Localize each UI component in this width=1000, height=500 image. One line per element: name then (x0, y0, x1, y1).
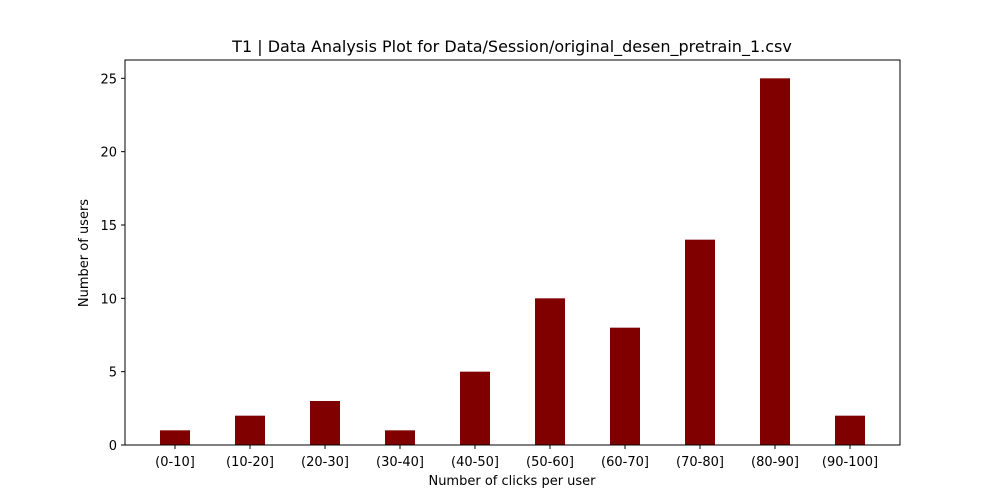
x-tick-label-5: (50-60] (526, 455, 574, 470)
y-tick-label-3: 15 (100, 219, 117, 234)
y-tick-label-0: 0 (109, 439, 117, 454)
bars-group (160, 78, 865, 445)
x-tick-label-0: (0-10] (155, 455, 195, 470)
bar-0 (160, 430, 190, 445)
y-tick-label-5: 25 (100, 72, 117, 87)
bar-5 (535, 298, 565, 445)
bar-7 (685, 239, 715, 445)
x-tick-label-2: (20-30] (301, 455, 349, 470)
y-tick-label-4: 20 (100, 146, 117, 161)
x-tick-label-7: (70-80] (676, 455, 724, 470)
y-tick-label-1: 5 (109, 366, 117, 381)
y-tick-label-2: 10 (100, 292, 117, 307)
y-axis-ticks: 0 5 10 15 20 25 (100, 72, 125, 454)
x-axis-label: Number of clicks per user (428, 474, 596, 489)
x-axis-ticks: (0-10] (10-20] (20-30] (30-40] (40-50] (50-60… (155, 445, 878, 470)
x-tick-label-3: (30-40] (376, 455, 424, 470)
bar-3 (385, 430, 415, 445)
x-tick-label-4: (40-50] (451, 455, 499, 470)
bar-2 (310, 401, 340, 445)
bar-8 (760, 78, 790, 445)
x-tick-label-8: (80-90] (751, 455, 799, 470)
y-axis-label: Number of users (77, 199, 92, 307)
plot-frame (124, 59, 901, 446)
bar-6 (610, 327, 640, 445)
bar-1 (235, 415, 265, 445)
bar-9 (835, 415, 865, 445)
x-tick-label-1: (10-20] (226, 455, 274, 470)
x-tick-label-9: (90-100] (822, 455, 878, 470)
x-tick-label-6: (60-70] (601, 455, 649, 470)
chart-title: T1 | Data Analysis Plot for Data/Session… (231, 37, 792, 57)
bar-4 (460, 371, 490, 445)
